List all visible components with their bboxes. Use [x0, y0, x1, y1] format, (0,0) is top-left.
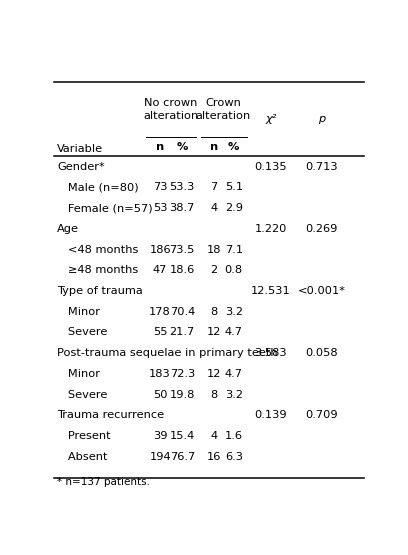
Text: 50: 50: [153, 390, 167, 400]
Text: 194: 194: [149, 452, 171, 462]
Text: 183: 183: [149, 369, 171, 379]
Text: No crown
alteration: No crown alteration: [144, 98, 199, 120]
Text: 5.1: 5.1: [225, 183, 243, 193]
Text: 73.5: 73.5: [170, 245, 195, 255]
Text: 18.6: 18.6: [170, 265, 195, 275]
Text: 47: 47: [153, 265, 167, 275]
Text: 3.583: 3.583: [255, 348, 287, 358]
Text: 0.139: 0.139: [255, 410, 287, 420]
Text: 8: 8: [210, 390, 217, 400]
Text: 70.4: 70.4: [170, 307, 195, 317]
Text: 4: 4: [210, 203, 217, 213]
Text: 53: 53: [153, 203, 167, 213]
Text: 6.3: 6.3: [225, 452, 243, 462]
Text: 0.709: 0.709: [305, 410, 338, 420]
Text: 178: 178: [149, 307, 171, 317]
Text: 12.531: 12.531: [251, 286, 290, 296]
Text: 2.9: 2.9: [225, 203, 243, 213]
Text: %: %: [228, 142, 239, 152]
Text: <0.001*: <0.001*: [297, 286, 345, 296]
Text: 1.6: 1.6: [225, 431, 243, 441]
Text: 0.058: 0.058: [305, 348, 338, 358]
Text: 0.269: 0.269: [305, 224, 337, 234]
Text: 73: 73: [153, 183, 167, 193]
Text: 76.7: 76.7: [170, 452, 195, 462]
Text: * n=137 patients.: * n=137 patients.: [57, 477, 150, 487]
Text: 0.8: 0.8: [225, 265, 243, 275]
Text: n: n: [210, 142, 218, 152]
Text: 55: 55: [153, 327, 167, 337]
Text: 12: 12: [207, 369, 221, 379]
Text: χ²: χ²: [265, 114, 276, 124]
Text: 4: 4: [210, 431, 217, 441]
Text: 7.1: 7.1: [225, 245, 243, 255]
Text: Crown
alteration: Crown alteration: [196, 98, 251, 120]
Text: p: p: [318, 114, 325, 124]
Text: 0.713: 0.713: [305, 162, 338, 171]
Text: 186: 186: [149, 245, 171, 255]
Text: 16: 16: [207, 452, 221, 462]
Text: Age: Age: [57, 224, 79, 234]
Text: Female (n=57): Female (n=57): [57, 203, 153, 213]
Text: 12: 12: [207, 327, 221, 337]
Text: Severe: Severe: [57, 327, 108, 337]
Text: 18: 18: [206, 245, 221, 255]
Text: 8: 8: [210, 307, 217, 317]
Text: 72.3: 72.3: [170, 369, 195, 379]
Text: 21.7: 21.7: [170, 327, 195, 337]
Text: Trauma recurrence: Trauma recurrence: [57, 410, 164, 420]
Text: 1.220: 1.220: [255, 224, 287, 234]
Text: Minor: Minor: [57, 369, 100, 379]
Text: 3.2: 3.2: [225, 307, 243, 317]
Text: 7: 7: [210, 183, 217, 193]
Text: 38.7: 38.7: [170, 203, 195, 213]
Text: <48 months: <48 months: [57, 245, 139, 255]
Text: %: %: [177, 142, 188, 152]
Text: Type of trauma: Type of trauma: [57, 286, 143, 296]
Text: 39: 39: [153, 431, 167, 441]
Text: ≥48 months: ≥48 months: [57, 265, 139, 275]
Text: Severe: Severe: [57, 390, 108, 400]
Text: 15.4: 15.4: [170, 431, 195, 441]
Text: Variable: Variable: [57, 144, 104, 154]
Text: Male (n=80): Male (n=80): [57, 183, 139, 193]
Text: 2: 2: [210, 265, 217, 275]
Text: 4.7: 4.7: [225, 327, 243, 337]
Text: 53.3: 53.3: [170, 183, 195, 193]
Text: n: n: [156, 142, 164, 152]
Text: Gender*: Gender*: [57, 162, 105, 171]
Text: Present: Present: [57, 431, 111, 441]
Text: 4.7: 4.7: [225, 369, 243, 379]
Text: Post-trauma sequelae in primary teeth: Post-trauma sequelae in primary teeth: [57, 348, 278, 358]
Text: Minor: Minor: [57, 307, 100, 317]
Text: Absent: Absent: [57, 452, 108, 462]
Text: 19.8: 19.8: [170, 390, 195, 400]
Text: 0.135: 0.135: [255, 162, 287, 171]
Text: 3.2: 3.2: [225, 390, 243, 400]
